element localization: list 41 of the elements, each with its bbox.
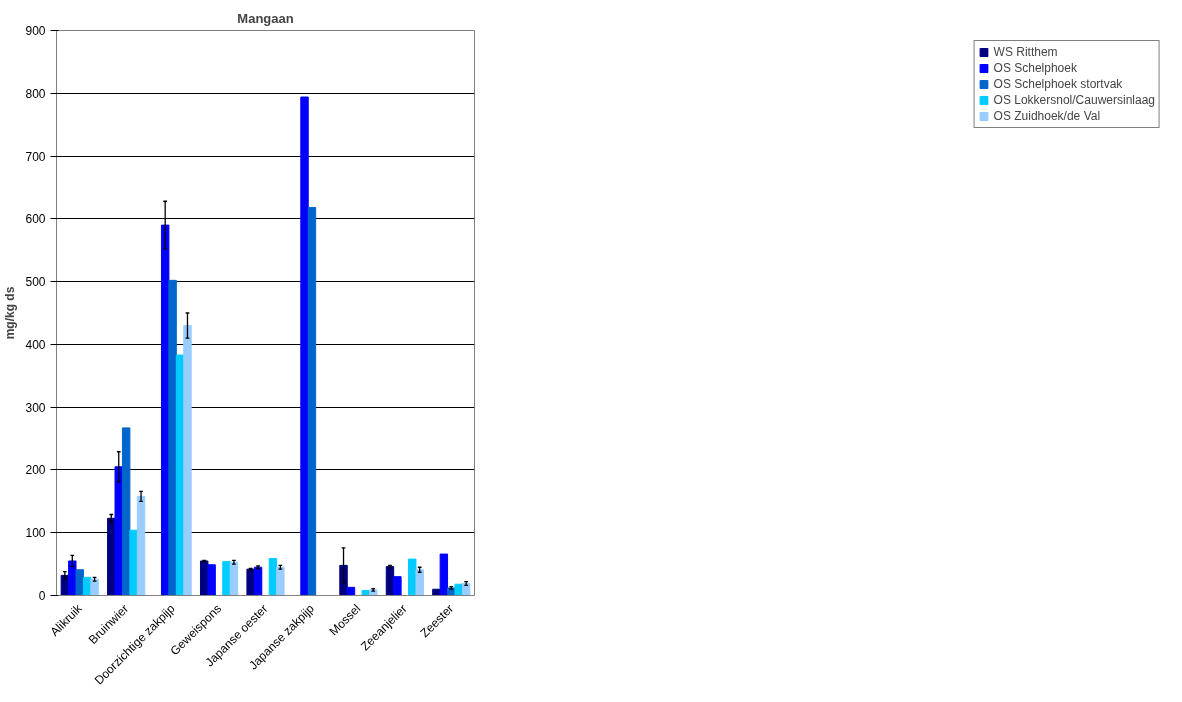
bar xyxy=(114,466,123,596)
bar xyxy=(183,325,192,596)
bar xyxy=(229,561,239,596)
y-tick-label: 700 xyxy=(25,149,46,164)
bar xyxy=(408,558,417,596)
bar xyxy=(207,564,216,596)
y-tick-label: 600 xyxy=(25,212,46,227)
bar xyxy=(90,578,99,596)
chart-title: Mangaan xyxy=(237,10,294,26)
bar xyxy=(68,560,77,596)
bar xyxy=(246,568,255,596)
y-tick-label: 200 xyxy=(25,463,46,478)
legend-label: OS Zuidhoek/de Val xyxy=(993,109,1101,123)
bar xyxy=(129,529,138,596)
y-tick-label: 300 xyxy=(25,400,46,415)
bar xyxy=(461,583,471,596)
y-tick-label: 0 xyxy=(38,589,46,603)
bar xyxy=(253,566,263,596)
bar xyxy=(168,279,177,596)
bar xyxy=(121,427,131,596)
bar xyxy=(439,553,449,596)
bar xyxy=(160,224,170,596)
y-tick-label: 900 xyxy=(25,24,46,38)
y-tick-label: 400 xyxy=(25,337,46,352)
bar xyxy=(415,569,424,596)
y-tick-label: 100 xyxy=(25,526,46,541)
legend-label: WS Ritthem xyxy=(993,45,1058,59)
y-axis-title: mg/kg ds xyxy=(3,286,18,340)
y-tick-label: 500 xyxy=(25,275,46,290)
bar xyxy=(307,207,317,596)
legend-label: OS Schelphoek xyxy=(993,61,1077,75)
bar xyxy=(136,495,146,596)
bar xyxy=(300,96,309,596)
legend-label: OS Lokkersnol/Cauwersinlaag xyxy=(993,93,1155,107)
legend-label: OS Schelphoek stortvak xyxy=(993,77,1123,91)
bar xyxy=(75,569,84,596)
bar xyxy=(60,574,70,596)
bar xyxy=(276,566,285,596)
bar xyxy=(393,576,402,596)
bar xyxy=(222,561,231,596)
y-tick-label: 800 xyxy=(25,86,46,101)
